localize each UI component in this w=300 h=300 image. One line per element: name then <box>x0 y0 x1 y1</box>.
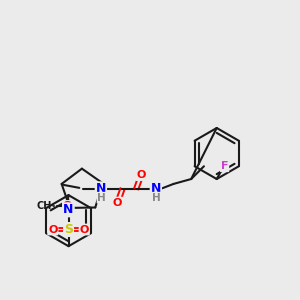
Text: N: N <box>96 182 106 195</box>
Text: H: H <box>98 193 106 203</box>
Text: S: S <box>64 223 73 236</box>
Text: O: O <box>136 170 146 180</box>
Text: H: H <box>152 193 161 203</box>
Text: O: O <box>63 201 72 211</box>
Text: N: N <box>63 203 74 216</box>
Text: F: F <box>221 161 228 171</box>
Text: O: O <box>113 198 122 208</box>
Text: N: N <box>151 182 161 195</box>
Text: O: O <box>80 224 89 235</box>
Text: CH₃: CH₃ <box>36 201 56 211</box>
Text: O: O <box>48 224 58 235</box>
